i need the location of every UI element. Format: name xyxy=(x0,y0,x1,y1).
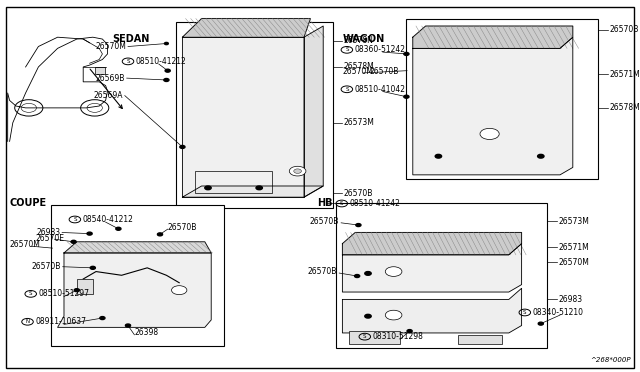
Text: 26570M: 26570M xyxy=(96,42,127,51)
Circle shape xyxy=(538,322,543,325)
Text: 26578M: 26578M xyxy=(609,103,640,112)
Text: 26983: 26983 xyxy=(558,295,582,304)
Circle shape xyxy=(256,186,262,190)
Bar xyxy=(336,203,547,348)
Circle shape xyxy=(385,310,402,320)
Circle shape xyxy=(71,240,76,243)
Polygon shape xyxy=(413,37,573,175)
Circle shape xyxy=(435,154,442,158)
Circle shape xyxy=(407,330,412,333)
Polygon shape xyxy=(182,37,304,197)
Text: 08310-51298: 08310-51298 xyxy=(372,332,423,341)
Text: 26570B: 26570B xyxy=(310,217,339,226)
Bar xyxy=(51,205,224,346)
Circle shape xyxy=(157,233,163,236)
Text: 26570B: 26570B xyxy=(168,223,197,232)
Polygon shape xyxy=(58,253,211,327)
Text: 26573M: 26573M xyxy=(344,118,374,127)
Text: 26578M: 26578M xyxy=(344,62,374,71)
Bar xyxy=(176,22,333,208)
Circle shape xyxy=(356,224,361,227)
Text: S: S xyxy=(126,59,130,64)
Text: S: S xyxy=(345,87,349,92)
Circle shape xyxy=(480,128,499,140)
Text: N: N xyxy=(26,319,29,324)
Text: 26983: 26983 xyxy=(36,228,61,237)
Bar xyxy=(195,171,272,193)
Circle shape xyxy=(538,154,544,158)
Polygon shape xyxy=(413,26,573,48)
Polygon shape xyxy=(304,26,323,197)
Text: COUPE: COUPE xyxy=(10,198,47,208)
Text: 26573M: 26573M xyxy=(558,217,589,226)
Text: S: S xyxy=(523,310,527,315)
Circle shape xyxy=(365,314,371,318)
Bar xyxy=(95,67,105,74)
Text: 26570B: 26570B xyxy=(308,267,337,276)
Circle shape xyxy=(172,286,187,295)
Circle shape xyxy=(164,42,168,45)
Circle shape xyxy=(125,324,131,327)
Circle shape xyxy=(87,232,92,235)
Bar xyxy=(458,335,502,344)
Text: 26569B: 26569B xyxy=(95,74,125,83)
Polygon shape xyxy=(182,186,323,197)
Text: 26570M: 26570M xyxy=(10,240,40,249)
Circle shape xyxy=(404,52,409,55)
Text: 08510-51297: 08510-51297 xyxy=(38,289,90,298)
Text: 26398: 26398 xyxy=(134,328,159,337)
Polygon shape xyxy=(182,19,310,37)
Circle shape xyxy=(404,95,409,98)
Text: S: S xyxy=(345,47,349,52)
Polygon shape xyxy=(342,244,522,292)
Text: S: S xyxy=(29,291,33,296)
Text: 08510-41042: 08510-41042 xyxy=(355,85,406,94)
Circle shape xyxy=(205,186,211,190)
Text: 26570B: 26570B xyxy=(31,262,61,271)
Text: 26578N: 26578N xyxy=(344,36,374,45)
Text: 26569A: 26569A xyxy=(93,91,123,100)
Circle shape xyxy=(74,289,79,292)
Bar xyxy=(349,331,400,344)
Circle shape xyxy=(165,69,170,72)
Circle shape xyxy=(289,166,306,176)
Text: 08540-41212: 08540-41212 xyxy=(83,215,133,224)
Text: ^268*000P: ^268*000P xyxy=(590,357,630,363)
Text: 26570E: 26570E xyxy=(35,234,64,243)
Text: SEDAN: SEDAN xyxy=(112,34,149,44)
Text: WAGON: WAGON xyxy=(342,34,385,44)
Polygon shape xyxy=(342,288,522,333)
Circle shape xyxy=(294,169,301,173)
Circle shape xyxy=(164,78,169,81)
Text: S: S xyxy=(73,217,77,222)
Text: S: S xyxy=(340,201,344,206)
Text: 08360-51242: 08360-51242 xyxy=(355,45,406,54)
Text: 08911-10637: 08911-10637 xyxy=(35,317,86,326)
Polygon shape xyxy=(64,242,211,253)
Text: 26571M: 26571M xyxy=(609,70,640,79)
Circle shape xyxy=(365,272,371,275)
Bar xyxy=(77,279,93,294)
Circle shape xyxy=(116,227,121,230)
Bar xyxy=(406,19,598,179)
Text: 08510-41212: 08510-41212 xyxy=(136,57,186,66)
Circle shape xyxy=(100,317,105,320)
Text: 26570B: 26570B xyxy=(344,189,373,198)
Text: 26570M: 26570M xyxy=(342,67,373,76)
Circle shape xyxy=(90,266,95,269)
Text: 08340-51210: 08340-51210 xyxy=(532,308,584,317)
Text: 26570B: 26570B xyxy=(370,67,399,76)
Text: 08510-41242: 08510-41242 xyxy=(349,199,400,208)
Text: 26570M: 26570M xyxy=(558,258,589,267)
Circle shape xyxy=(385,267,402,276)
Text: 26571M: 26571M xyxy=(558,243,589,252)
Text: 26570B: 26570B xyxy=(609,25,639,34)
Polygon shape xyxy=(342,232,522,255)
Text: S: S xyxy=(363,334,367,339)
Circle shape xyxy=(180,145,185,148)
Circle shape xyxy=(355,275,360,278)
Text: HB: HB xyxy=(317,198,332,208)
